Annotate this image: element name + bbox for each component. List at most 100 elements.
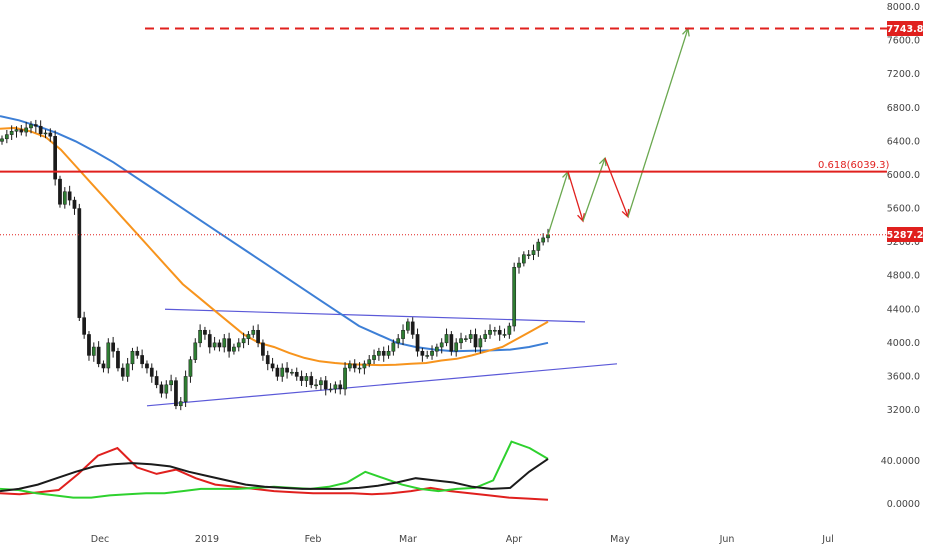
candle-body bbox=[497, 329, 502, 335]
candle-body bbox=[280, 367, 285, 377]
candle-body bbox=[309, 376, 314, 386]
projection-up-arrow bbox=[627, 28, 689, 218]
candle-body bbox=[174, 380, 178, 407]
candle-body bbox=[531, 250, 536, 255]
candle-body bbox=[48, 132, 53, 137]
candle-body bbox=[58, 178, 62, 205]
projection-arrows bbox=[547, 27, 690, 235]
candle-body bbox=[14, 129, 19, 132]
candle-body bbox=[43, 132, 48, 135]
candle-body bbox=[77, 208, 82, 318]
candle-body bbox=[236, 342, 241, 348]
candle-body bbox=[454, 342, 459, 352]
projection-down-arrow bbox=[604, 157, 629, 218]
candle-body bbox=[478, 338, 483, 348]
time-tick-label: May bbox=[610, 534, 630, 545]
candle-body bbox=[82, 317, 86, 335]
candle-body bbox=[130, 350, 135, 365]
candle-body bbox=[367, 359, 372, 365]
candle-body bbox=[377, 350, 381, 356]
candle-body bbox=[154, 376, 159, 386]
candle-body bbox=[319, 380, 323, 386]
price-tick-label: 6400.0 bbox=[887, 136, 920, 147]
price-tick-label: 6000.0 bbox=[887, 170, 920, 181]
candle-body bbox=[149, 367, 154, 377]
candle-body bbox=[91, 346, 96, 356]
candle-body bbox=[33, 124, 38, 127]
candle-body bbox=[198, 329, 202, 344]
candle-body bbox=[536, 241, 541, 251]
candle-body bbox=[227, 338, 231, 352]
candle-body bbox=[87, 334, 91, 356]
candle-body bbox=[0, 138, 4, 142]
candle-body bbox=[4, 134, 9, 140]
target-price-badge: 7743.8 bbox=[887, 21, 924, 36]
candle-body bbox=[328, 388, 333, 391]
candle-body bbox=[116, 350, 120, 369]
candle-body bbox=[164, 384, 169, 394]
candle-body bbox=[406, 321, 410, 331]
candle-body bbox=[222, 338, 227, 348]
candle-body bbox=[304, 376, 309, 381]
candle-body bbox=[251, 329, 256, 335]
candle-body bbox=[459, 338, 463, 344]
candle-body bbox=[420, 350, 425, 356]
candle-body bbox=[396, 338, 401, 344]
candle-body bbox=[24, 127, 29, 133]
candle-body bbox=[203, 329, 207, 335]
price-tick-label: 3600.0 bbox=[887, 371, 920, 382]
horizontal-levels bbox=[0, 27, 887, 236]
candle-body bbox=[188, 359, 193, 377]
candle-body bbox=[96, 346, 101, 365]
triangle-upper-line bbox=[164, 308, 586, 323]
price-tick-label: 5200.0 bbox=[887, 237, 920, 248]
candle-body bbox=[502, 334, 507, 336]
projection-up-arrow bbox=[547, 171, 569, 235]
candle-body bbox=[444, 334, 449, 344]
candlestick-series bbox=[0, 119, 550, 411]
price-tick-label: 4000.0 bbox=[887, 338, 920, 349]
time-tick-label: Jun bbox=[719, 534, 735, 545]
candle-body bbox=[145, 363, 149, 369]
candle-body bbox=[401, 329, 405, 339]
price-tick-label: 7200.0 bbox=[887, 69, 920, 80]
candle-body bbox=[193, 342, 198, 360]
candle-body bbox=[19, 129, 24, 133]
candle-body bbox=[348, 363, 352, 369]
candle-body bbox=[439, 342, 444, 348]
time-tick-label: Feb bbox=[305, 534, 322, 545]
candle-body bbox=[464, 338, 468, 340]
candle-body bbox=[207, 334, 212, 348]
triangle-lower-line bbox=[146, 363, 618, 407]
candle-body bbox=[270, 363, 275, 369]
candle-body bbox=[343, 367, 347, 390]
candle-body bbox=[53, 136, 58, 180]
candle-body bbox=[67, 191, 72, 201]
time-axis: Dec 2019 Feb Mar Apr May Jun Jul bbox=[91, 534, 834, 545]
time-tick-label: 2019 bbox=[195, 534, 219, 545]
candle-body bbox=[232, 346, 236, 352]
candle-body bbox=[541, 237, 546, 243]
price-tick-label: 5600.0 bbox=[887, 204, 920, 215]
indicator-black-line bbox=[0, 458, 549, 493]
moving-averages bbox=[0, 115, 549, 367]
candle-body bbox=[294, 371, 299, 377]
candle-body bbox=[275, 367, 280, 377]
indicator-red-line bbox=[0, 446, 549, 501]
candle-body bbox=[135, 350, 140, 356]
time-tick-label: Dec bbox=[91, 534, 109, 545]
candle-body bbox=[333, 384, 338, 390]
candle-body bbox=[415, 334, 420, 352]
projection-up-arrow bbox=[582, 157, 606, 222]
price-tick-label: 7600.0 bbox=[887, 36, 920, 47]
time-tick-label: Apr bbox=[506, 534, 523, 545]
candle-body bbox=[285, 367, 289, 373]
candle-body bbox=[106, 342, 111, 369]
candle-body bbox=[101, 363, 106, 369]
time-tick-label: Mar bbox=[399, 534, 417, 545]
candle-body bbox=[488, 329, 492, 335]
candle-body bbox=[357, 367, 362, 370]
candle-body bbox=[290, 371, 294, 374]
candle-body bbox=[410, 321, 415, 335]
